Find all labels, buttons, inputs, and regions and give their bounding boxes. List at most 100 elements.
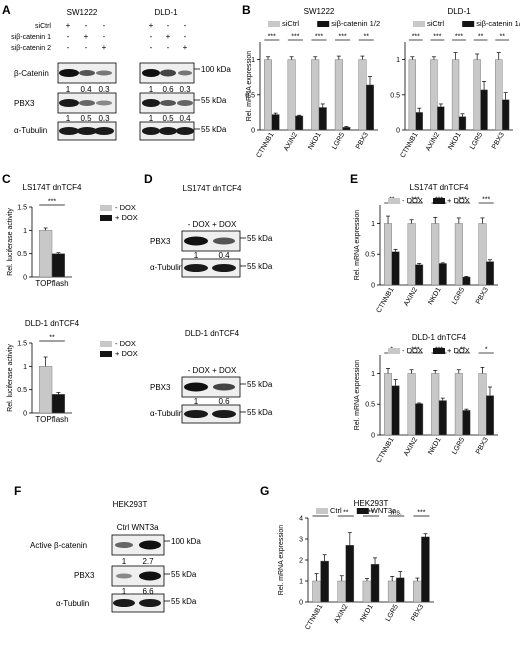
y-tick-label: 1 xyxy=(371,221,375,228)
marker-55kda: 55 kDa xyxy=(247,234,273,243)
legend-swatch xyxy=(356,508,369,514)
chart-b-dld1: DLD-1 0 0.5 1 *** CTNNB1 *** AXIN2 *** NKD1 ** LGR5… xyxy=(390,7,520,159)
blot-quant: 0.4 xyxy=(179,114,191,123)
bar xyxy=(51,394,66,414)
sig-label: n.s. xyxy=(391,510,402,517)
marker-100kda: 100 kDa xyxy=(171,537,201,546)
bar xyxy=(454,373,463,436)
x-tick-label: PBX3 xyxy=(410,603,425,622)
blot-quant: 0.6 xyxy=(218,397,230,406)
y-tick-label: 0 xyxy=(396,128,400,135)
legend-label: + DOX xyxy=(447,346,470,355)
protein-label-pbx3: PBX3 xyxy=(150,237,171,246)
y-tick-label: 1 xyxy=(23,364,27,371)
blot-dld1-dntcf4-pbx3 xyxy=(181,376,241,398)
panel-letter-e: E xyxy=(350,172,358,186)
y-tick-label: 0.5 xyxy=(17,251,27,258)
sig-label: ** xyxy=(460,347,466,354)
sig-label: ** xyxy=(343,510,349,517)
dox-conditions: - DOX + DOX xyxy=(188,220,237,229)
blot-quant: 6.6 xyxy=(142,587,154,596)
bar xyxy=(51,253,66,278)
y-tick-label: 0.5 xyxy=(365,402,375,409)
blot-quant: 1 xyxy=(66,85,71,94)
panel-letter-c: C xyxy=(2,172,11,186)
bar xyxy=(486,395,494,436)
protein-label-tubulin: α-Tubulin xyxy=(150,409,183,418)
bar xyxy=(438,400,447,436)
y-axis-label: Rel. mRNA expression xyxy=(246,51,253,122)
y-axis-label: Rel. luciferase activity xyxy=(7,208,14,276)
x-tick-label: PBX3 xyxy=(475,436,490,455)
bar xyxy=(458,116,467,131)
bar xyxy=(334,59,343,131)
blot-sw1222-tubulin xyxy=(57,121,117,141)
sig-label: *** xyxy=(48,199,56,206)
sig-label: *** xyxy=(315,34,323,41)
panel-letter-b: B xyxy=(242,3,251,17)
bar xyxy=(431,223,440,286)
bar xyxy=(362,580,372,603)
blot-title-dld1: DLD-1 xyxy=(154,8,178,17)
legend-swatch xyxy=(268,21,280,27)
bar xyxy=(486,261,494,286)
legend-label: siCtrl xyxy=(282,19,299,28)
bar xyxy=(438,263,447,286)
y-tick-label: 0.5 xyxy=(245,92,255,99)
x-tick-label: AXIN2 xyxy=(333,603,349,624)
sig-label: *** xyxy=(482,197,490,204)
chart-e-ls174t: LS174T dnTCF4 0 0.5 1 Rel. mRNA expression **… xyxy=(354,183,498,314)
x-tick-label: LGR5 xyxy=(469,131,484,150)
bar xyxy=(462,410,471,436)
blot-quant: 1 xyxy=(149,114,154,123)
sign: - xyxy=(85,43,88,52)
bar xyxy=(271,114,280,131)
panel-letter-d: D xyxy=(144,172,153,186)
legend-swatch xyxy=(100,341,112,347)
y-tick-label: 0 xyxy=(251,128,255,135)
bar xyxy=(437,106,445,131)
x-tick-label: LGR5 xyxy=(451,286,466,305)
y-tick-label: 0 xyxy=(299,600,303,607)
bar xyxy=(421,536,430,603)
dox-conditions: - DOX + DOX xyxy=(188,366,237,375)
x-tick-label: PBX3 xyxy=(491,131,506,150)
chart-title: LS174T dnTCF4 xyxy=(410,183,470,192)
treatment-label-sicat1: siβ-catenin 1 xyxy=(11,34,51,41)
x-tick-label: TOPflash xyxy=(35,415,68,424)
legend-label: - DOX xyxy=(402,346,423,355)
sign: + xyxy=(66,21,71,30)
y-tick-label: 1 xyxy=(23,228,27,235)
bar xyxy=(408,59,417,131)
chart-title: DLD-1 dnTCF4 xyxy=(412,333,467,342)
bar xyxy=(384,223,392,286)
bar xyxy=(345,545,355,603)
x-tick-label: LGR5 xyxy=(331,131,346,150)
legend-swatch xyxy=(462,21,475,27)
blot-dld1-dntcf4-tubulin xyxy=(181,404,241,424)
blot-quant: 1 xyxy=(122,557,127,566)
legend-swatch xyxy=(100,215,112,221)
sign: + xyxy=(84,32,89,41)
sig-label: *** xyxy=(433,34,441,41)
sig-label: *** xyxy=(411,197,419,204)
lane-label-ctrl: Ctrl xyxy=(117,523,130,532)
legend-label: + DOX xyxy=(447,196,470,205)
x-tick-label: LGR5 xyxy=(451,436,466,455)
y-tick-label: 1 xyxy=(396,57,400,64)
sign: - xyxy=(103,21,106,30)
legend-label: WNT3a xyxy=(371,506,397,515)
blot-ls174t-tubulin xyxy=(181,258,241,278)
legend-swatch xyxy=(317,21,330,27)
treatment-label-sicat2: siβ-catenin 2 xyxy=(11,45,51,52)
bar xyxy=(391,385,400,436)
bar xyxy=(473,59,481,131)
chart-title: HEK293T xyxy=(354,499,389,508)
sign: - xyxy=(103,32,106,41)
x-tick-label: AXIN2 xyxy=(283,131,299,152)
bar xyxy=(413,580,422,603)
legend-label: - DOX xyxy=(402,196,423,205)
